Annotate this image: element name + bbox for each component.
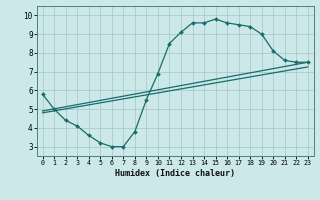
X-axis label: Humidex (Indice chaleur): Humidex (Indice chaleur) — [115, 169, 235, 178]
